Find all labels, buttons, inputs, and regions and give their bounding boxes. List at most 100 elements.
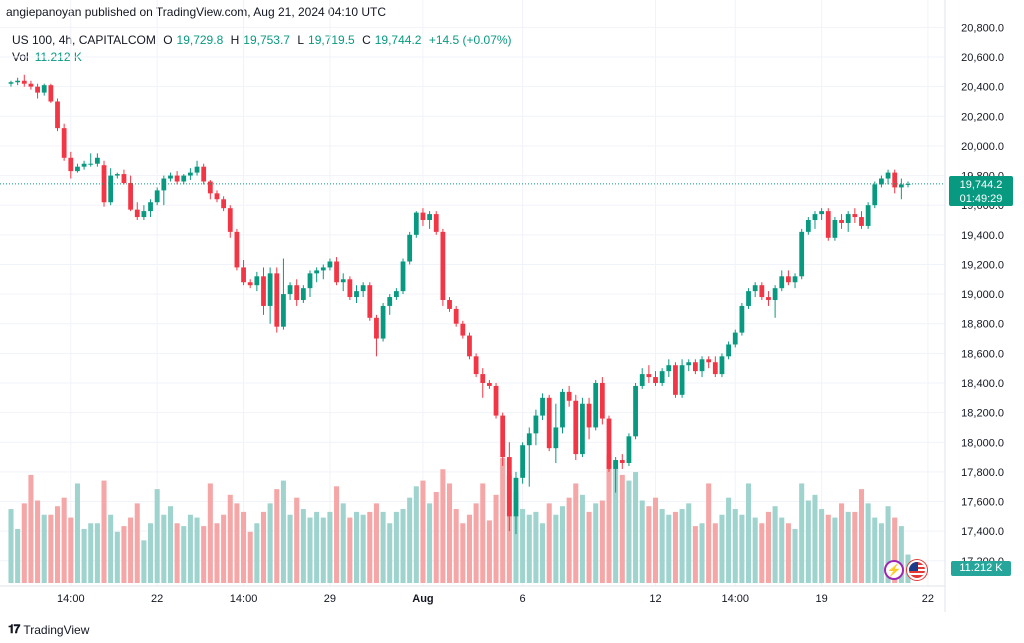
candle-body <box>121 174 127 183</box>
volume-bar <box>8 509 14 583</box>
volume-bar <box>732 509 738 583</box>
volume-bar <box>241 511 247 583</box>
us-flag-icon[interactable] <box>907 560 927 580</box>
candle-body <box>314 270 320 274</box>
candle-body <box>566 391 572 401</box>
candle-body <box>128 182 133 210</box>
volume-bar <box>413 486 419 583</box>
volume-bar <box>360 514 366 583</box>
volume-bar <box>148 523 154 583</box>
volume-bar <box>267 503 273 583</box>
candle-body <box>267 273 273 306</box>
volume-bar <box>400 509 406 583</box>
volume-bar <box>752 517 758 583</box>
candle-body <box>101 165 107 203</box>
candle-body <box>473 356 479 375</box>
volume-bar <box>128 517 134 583</box>
lightning-icon[interactable]: ⚡ <box>884 560 904 580</box>
change-value: +14.5 (+0.07%) <box>428 33 512 47</box>
candle-body <box>500 415 506 458</box>
candle-body <box>786 276 791 283</box>
candle-body <box>374 317 379 339</box>
volume-bar <box>839 503 845 583</box>
candle-body <box>692 362 698 372</box>
symbol-title[interactable]: US 100, 4h, CAPITALCOM <box>12 33 156 47</box>
candle-body <box>15 80 21 83</box>
volume-bar <box>307 517 313 583</box>
candle-body <box>453 308 459 324</box>
price-tick-label: 20,000.0 <box>961 141 1004 153</box>
open-label: O <box>163 33 173 47</box>
volume-bar <box>141 540 147 583</box>
candle-body <box>413 212 419 235</box>
brand-name[interactable]: TradingView <box>23 622 90 637</box>
candle-body <box>327 261 333 268</box>
volume-bar <box>652 497 659 583</box>
publish-info: angiepanoyan published on TradingView.co… <box>6 5 387 19</box>
candle-body <box>898 184 904 188</box>
volume-bar <box>845 511 851 583</box>
candle-body <box>41 85 47 93</box>
price-tick-label: 20,800.0 <box>961 22 1004 34</box>
candle-body <box>613 460 619 469</box>
candle-body <box>659 371 665 383</box>
candle-body <box>281 294 286 327</box>
volume-bar <box>154 489 160 583</box>
high-label: H <box>230 33 240 47</box>
candle-body <box>347 279 353 298</box>
candle-body <box>161 178 167 191</box>
volume-bar <box>247 531 253 583</box>
volume-bar <box>88 523 94 583</box>
volume-bar <box>832 517 838 583</box>
volume-bar <box>613 460 619 583</box>
volume-bar <box>194 517 200 583</box>
volume-bar <box>41 514 47 583</box>
tradingview-logo-icon[interactable]: 𝟏𝟕 <box>8 622 20 636</box>
volume-bar <box>340 503 346 583</box>
volume-bars <box>8 455 911 583</box>
volume-bar <box>227 494 233 583</box>
candle-body <box>732 332 738 345</box>
candle-body <box>493 385 499 416</box>
volume-bar <box>134 503 140 583</box>
volume-bar <box>546 503 552 583</box>
candle-body <box>639 374 645 386</box>
volume-bar <box>28 474 34 583</box>
candle-body <box>354 291 359 298</box>
candle-body <box>367 285 373 318</box>
volume-bar <box>314 511 320 583</box>
volume-bar <box>221 514 227 583</box>
candle-body <box>679 365 685 395</box>
volume-bar <box>593 503 599 583</box>
candle-body <box>21 80 27 84</box>
volume-bar <box>101 480 107 583</box>
candle-body <box>865 205 871 226</box>
candle-body <box>892 172 898 188</box>
price-tick-label: 18,000.0 <box>961 437 1004 449</box>
volume-bar <box>599 500 605 583</box>
candle-body <box>885 172 891 179</box>
volume-bar <box>447 483 453 583</box>
candle-body <box>580 403 585 455</box>
candle-body <box>606 418 612 469</box>
candle-body <box>626 436 632 463</box>
volume-bar <box>639 500 645 583</box>
bar-countdown: 01:49:29 <box>959 192 1003 205</box>
volume-bar <box>260 511 267 583</box>
candle-body <box>420 212 426 221</box>
volume-bar <box>878 523 884 583</box>
volume-bar <box>540 523 546 583</box>
candle-body <box>712 362 718 375</box>
open-value: 19,729.8 <box>176 33 224 47</box>
candle-body <box>513 477 519 517</box>
volume-bar <box>526 514 532 583</box>
volume-bar <box>367 511 373 583</box>
candle-body <box>134 209 140 218</box>
volume-bar <box>181 526 187 583</box>
volume-bar <box>254 523 260 583</box>
price-tick-label: 18,800.0 <box>961 319 1004 331</box>
volume-bar <box>573 483 579 583</box>
volume-bar <box>659 509 665 583</box>
candle-body <box>460 323 466 336</box>
